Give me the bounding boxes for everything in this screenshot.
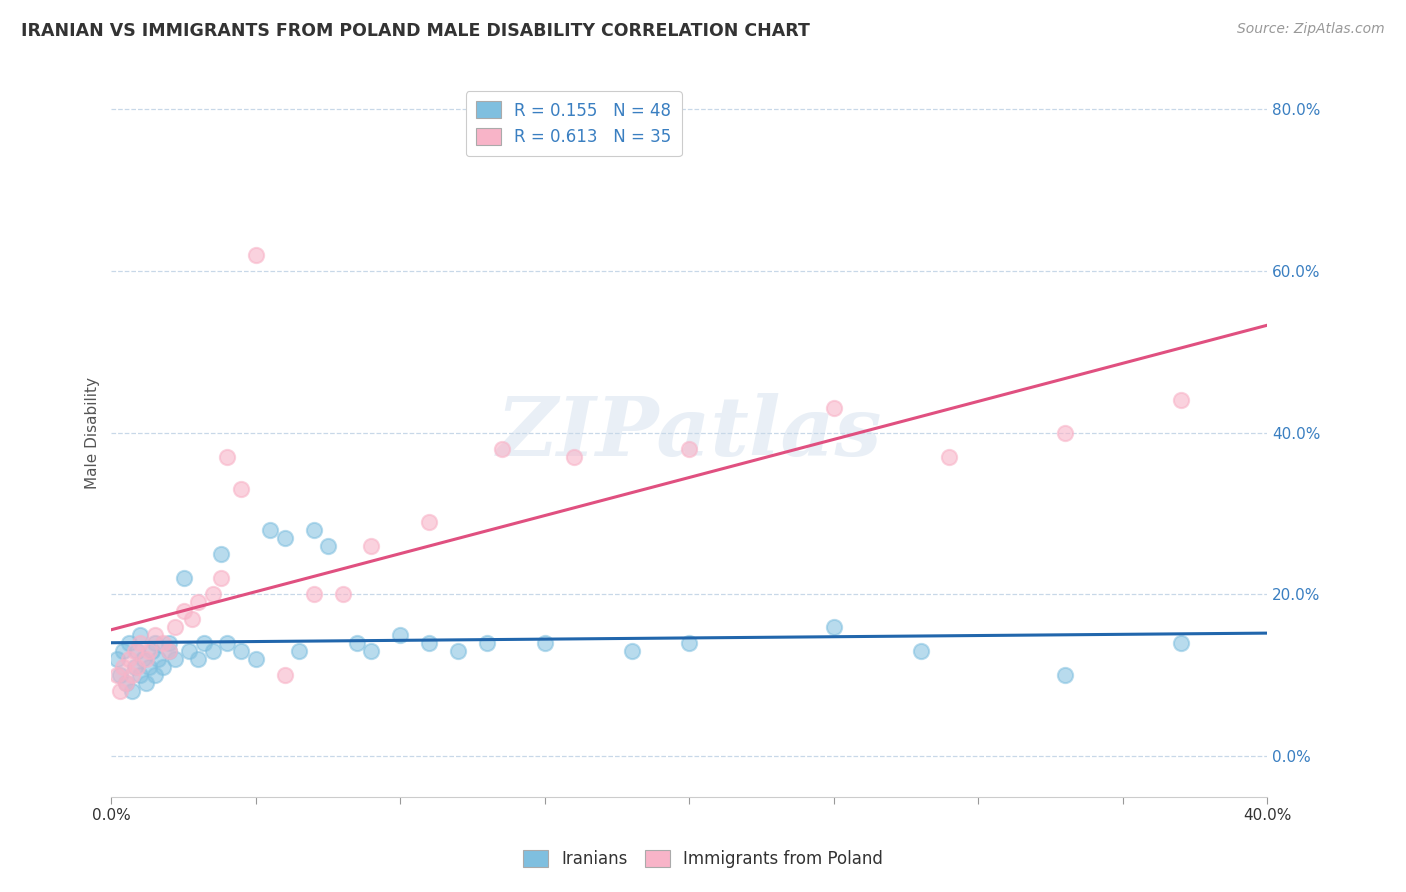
Point [118,636,141,650]
Point [259,523,281,537]
Point [1054,668,1077,682]
Point [105,668,128,682]
Point [108,668,131,682]
Point [418,636,440,650]
Point [274,668,297,682]
Point [823,620,845,634]
Point [108,684,131,698]
Point [127,660,149,674]
Point [181,612,204,626]
Point [121,684,143,698]
Point [115,676,138,690]
Point [209,571,232,585]
Text: ZIPatlas: ZIPatlas [496,392,882,473]
Point [127,644,149,658]
Point [316,539,339,553]
Point [447,644,470,658]
Point [152,636,174,650]
Point [215,450,238,464]
Point [187,595,209,609]
Point [201,644,224,658]
Legend: R = 0.155   N = 48, R = 0.613   N = 35: R = 0.155 N = 48, R = 0.613 N = 35 [465,91,682,156]
Point [274,531,297,545]
Point [163,620,186,634]
Point [360,644,382,658]
Point [129,636,152,650]
Point [1054,425,1077,440]
Point [1170,393,1192,408]
Point [360,539,382,553]
Point [1170,636,1192,650]
Point [118,652,141,666]
Point [135,652,157,666]
Point [562,450,585,464]
Point [491,442,513,456]
Point [111,660,134,674]
Point [187,652,209,666]
Point [157,644,180,658]
Text: IRANIAN VS IMMIGRANTS FROM POLAND MALE DISABILITY CORRELATION CHART: IRANIAN VS IMMIGRANTS FROM POLAND MALE D… [21,22,810,40]
Legend: Iranians, Immigrants from Poland: Iranians, Immigrants from Poland [516,843,890,875]
Point [143,628,166,642]
Point [152,660,174,674]
Point [173,571,195,585]
Point [389,628,412,642]
Point [288,644,311,658]
Point [105,652,128,666]
Point [678,442,700,456]
Point [209,547,232,561]
Point [193,636,215,650]
Point [179,644,201,658]
Point [157,636,180,650]
Point [302,523,325,537]
Point [475,636,498,650]
Point [138,644,160,658]
Point [245,247,267,261]
Point [173,604,195,618]
Point [138,660,160,674]
Point [157,644,180,658]
Point [215,636,238,650]
Point [231,644,253,658]
Point [124,644,146,658]
Point [135,676,157,690]
Point [245,652,267,666]
Point [346,636,368,650]
Point [231,482,253,496]
Point [620,644,643,658]
Point [111,644,134,658]
Point [143,668,166,682]
Point [121,668,143,682]
Point [534,636,557,650]
Point [146,652,169,666]
Point [124,660,146,674]
Point [823,401,845,416]
Point [163,652,186,666]
Point [678,636,700,650]
Point [143,636,166,650]
Point [332,587,354,601]
Point [201,587,224,601]
Point [132,652,155,666]
Point [418,515,440,529]
Point [910,644,932,658]
Point [129,628,152,642]
Y-axis label: Male Disability: Male Disability [86,376,100,489]
Point [129,668,152,682]
Point [115,676,138,690]
Text: Source: ZipAtlas.com: Source: ZipAtlas.com [1237,22,1385,37]
Point [302,587,325,601]
Point [141,644,163,658]
Point [938,450,960,464]
